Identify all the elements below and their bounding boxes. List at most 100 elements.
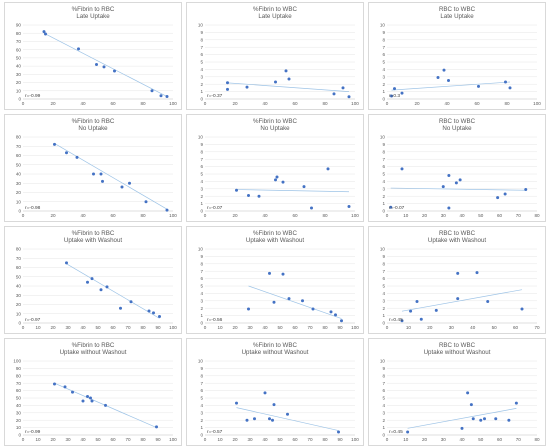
data-point	[159, 94, 163, 98]
trendline	[236, 407, 339, 431]
y-tick-label: 5	[382, 396, 385, 401]
x-tick-label: 60	[513, 325, 519, 330]
x-tick-label: 80	[504, 101, 510, 106]
chart-subtitle: Uptake with Washout	[245, 237, 305, 244]
y-tick-label: 40	[16, 172, 22, 177]
data-point	[340, 319, 343, 323]
data-point	[275, 175, 279, 179]
data-point	[460, 426, 464, 430]
data-point	[257, 194, 261, 198]
y-tick-label: 10	[380, 135, 386, 140]
x-tick-label: 40	[262, 101, 268, 106]
y-tick-label: 50	[16, 55, 22, 60]
x-tick-label: 40	[444, 101, 450, 106]
trendline	[236, 189, 350, 193]
data-point	[90, 277, 94, 281]
y-tick-label: 10	[198, 247, 204, 252]
y-tick-label: 20	[16, 190, 22, 195]
x-tick-label: 50	[492, 325, 498, 330]
chart-title: %Fibrin to WBC	[252, 342, 297, 349]
y-tick-label: 1	[200, 425, 203, 430]
x-tick-label: 10	[217, 437, 223, 442]
data-point	[441, 185, 445, 189]
chart-title: %Fibrin to RBC	[71, 230, 115, 237]
x-tick-label: 100	[169, 213, 177, 218]
y-tick-label: 6	[382, 52, 385, 57]
y-tick-label: 0	[382, 209, 385, 214]
trendline	[407, 408, 517, 429]
scatter-plot: 0 10 20 30 40 50 60 70 80 0 10 20 30 40 50 60 70 80 90 100 r…	[16, 247, 177, 330]
y-tick-label: 1	[200, 313, 203, 318]
scatter-plot: 0 1 2 3 4 5 6 7 8 9 10 0 10 20 30 40 50 60 70 r=0.45	[380, 247, 540, 330]
y-tick-label: 6	[200, 276, 203, 281]
trendline	[225, 82, 350, 92]
y-tick-label: 50	[16, 274, 22, 279]
correlation-label: r=-0.98	[25, 205, 41, 211]
data-point	[415, 300, 419, 304]
data-point	[389, 205, 393, 209]
x-tick-label: 0	[204, 101, 207, 106]
chart-panel: %Fibrin to WBC Uptake without Washout 0 1 2 3…	[186, 338, 364, 446]
x-tick-label: 30	[449, 325, 455, 330]
x-tick-label: 0	[204, 213, 207, 218]
x-tick-label: 60	[474, 101, 480, 106]
data-point	[105, 285, 109, 289]
x-tick-label: 60	[497, 213, 503, 218]
x-tick-label: 60	[292, 325, 298, 330]
data-point	[507, 418, 511, 422]
data-point	[504, 80, 507, 84]
x-tick-label: 20	[50, 213, 56, 218]
x-tick-label: 80	[322, 101, 328, 106]
y-tick-label: 0	[18, 209, 21, 214]
chart-title: %Fibrin to WBC	[252, 6, 297, 13]
y-tick-label: 8	[200, 149, 203, 154]
data-point	[226, 81, 229, 85]
data-point	[119, 306, 122, 310]
y-tick-label: 8	[200, 373, 203, 378]
data-point	[400, 167, 404, 171]
x-tick-label: 10	[217, 325, 223, 330]
data-point	[419, 317, 423, 321]
data-point	[120, 185, 124, 189]
x-tick-label: 20	[427, 325, 433, 330]
correlation-label: r=0.3	[389, 93, 400, 99]
x-tick-label: 10	[406, 325, 412, 330]
data-point	[165, 208, 169, 212]
y-tick-label: 70	[16, 381, 22, 386]
x-tick-label: 0	[204, 437, 207, 442]
data-point	[263, 391, 267, 395]
data-point	[101, 179, 104, 183]
trendline	[401, 289, 523, 312]
y-tick-label: 9	[382, 142, 385, 147]
x-tick-label: 0	[22, 437, 25, 442]
x-tick-label: 50	[478, 437, 484, 442]
y-tick-label: 20	[16, 80, 22, 85]
y-tick-label: 4	[382, 291, 385, 296]
y-tick-label: 8	[200, 37, 203, 42]
y-tick-label: 6	[200, 52, 203, 57]
y-tick-label: 70	[16, 256, 22, 261]
data-point	[469, 403, 473, 407]
y-tick-label: 8	[382, 149, 385, 154]
y-tick-label: 9	[200, 366, 203, 371]
x-tick-label: 80	[534, 213, 540, 218]
x-tick-label: 40	[470, 325, 476, 330]
data-point	[302, 185, 306, 189]
data-point	[268, 271, 271, 275]
y-tick-label: 2	[200, 82, 203, 87]
correlation-label: r=-0.57	[207, 429, 223, 435]
data-point	[53, 142, 56, 146]
chart-panel: RBC to WBC No Uptake 0 1 2 3 4 5 6 7 8 9 10 0 10 20 30 40…	[368, 114, 546, 222]
y-tick-label: 4	[200, 179, 203, 184]
y-tick-label: 3	[382, 298, 385, 303]
data-point	[75, 155, 79, 159]
y-tick-label: 1	[382, 201, 385, 206]
chart-subtitle: Uptake without Washout	[241, 349, 309, 356]
x-tick-label: 20	[232, 213, 238, 218]
x-tick-label: 90	[155, 437, 161, 442]
y-tick-label: 10	[198, 359, 204, 364]
y-tick-label: 6	[382, 276, 385, 281]
data-point	[272, 403, 276, 407]
y-tick-label: 10	[16, 311, 22, 316]
